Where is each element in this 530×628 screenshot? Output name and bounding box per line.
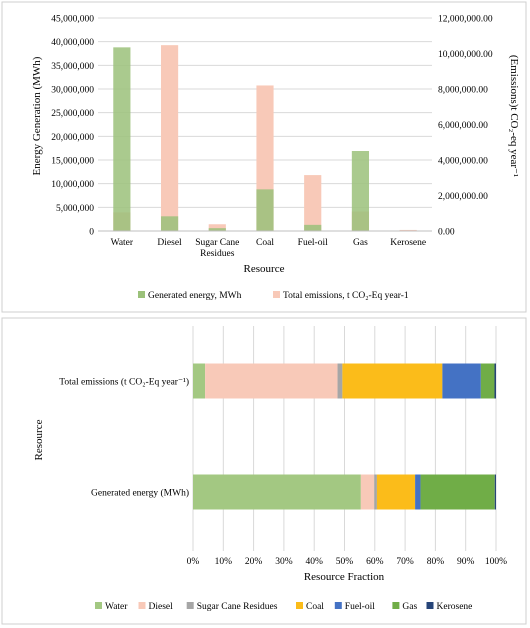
chart1-x-axis-label: Resource bbox=[244, 263, 285, 275]
segment-diesel-energy bbox=[360, 474, 375, 510]
y-tick-label: 20,000,000 bbox=[51, 133, 94, 143]
legend-swatch-diesel bbox=[138, 602, 146, 609]
bar-energy-gas bbox=[351, 151, 370, 231]
bar-energy-sugar-cane-residues bbox=[208, 228, 226, 231]
y-tick-label: 25,000,000 bbox=[51, 109, 94, 119]
y2-tick-label: 2,000,000.00 bbox=[438, 192, 488, 202]
y-tick-label: 35,000,000 bbox=[51, 62, 94, 72]
legend-swatch-generated-energy-mwh bbox=[138, 291, 145, 298]
x-tick-label: 10% bbox=[215, 557, 233, 567]
segment-sugar-cane-residues-emissions bbox=[337, 363, 343, 399]
bar-emissions-diesel bbox=[160, 45, 179, 231]
legend-label: Total emissions, t CO₂-Eq year-1 bbox=[283, 291, 409, 301]
legend-swatch-fuel-oil bbox=[334, 602, 342, 609]
y-tick-label: 45,000,000 bbox=[51, 15, 94, 25]
legend-swatch-sugar-cane-residues bbox=[186, 602, 194, 609]
y-tick-label: 40,000,000 bbox=[51, 38, 94, 48]
x-tick-label: 50% bbox=[336, 557, 354, 567]
legend-swatch-total-emissions-t-co-eq-year-1 bbox=[273, 291, 280, 298]
bar-emissions-sugar-cane-residues bbox=[208, 224, 226, 231]
y-tick-label: 5,000,000 bbox=[56, 204, 94, 214]
x-tick-label: Diesel bbox=[157, 238, 182, 248]
segment-diesel-emissions bbox=[205, 363, 338, 399]
chart1-bars bbox=[113, 45, 417, 232]
bar-energy-diesel bbox=[160, 216, 179, 231]
bar-energy-water bbox=[113, 47, 131, 232]
x-tick-label: 90% bbox=[457, 557, 475, 567]
segment-water-emissions bbox=[193, 363, 206, 399]
y2-tick-label: 4,000,000.00 bbox=[438, 157, 488, 167]
segment-water-energy bbox=[193, 474, 361, 510]
x-tick-label: 60% bbox=[366, 557, 384, 567]
chart2-y-axis-label: Resource bbox=[33, 419, 45, 460]
y-tick-label: 10,000,000 bbox=[51, 180, 94, 190]
bar-emissions-fuel-oil bbox=[304, 175, 322, 231]
x-tick-label: 30% bbox=[275, 557, 293, 567]
x-tick-label: 100% bbox=[485, 557, 507, 567]
segment-sugar-cane-residues-energy bbox=[374, 474, 377, 510]
legend-label: Diesel bbox=[149, 602, 174, 612]
segment-gas-energy bbox=[420, 474, 495, 510]
x-tick-label: Water bbox=[111, 238, 134, 248]
y-tick-label: Total emissions (t CO₂-Eq year⁻¹) bbox=[59, 377, 189, 388]
x-tick-label: 80% bbox=[427, 557, 445, 567]
chart2-legend: Water Diesel Sugar Cane Residues Coal Fuel-o… bbox=[95, 602, 472, 612]
x-tick-label: Fuel-oil bbox=[298, 238, 328, 248]
legend-label: Fuel-oil bbox=[345, 602, 375, 612]
x-tick-label: 40% bbox=[305, 557, 323, 567]
segment-coal-energy bbox=[376, 474, 416, 510]
bar-energy-coal bbox=[256, 189, 274, 231]
chart1-y2-axis-label: (Emissions)t CO₂-eq year⁻¹ bbox=[508, 55, 520, 177]
segment-fuel-oil-emissions bbox=[442, 363, 481, 399]
y-tick-label: 0 bbox=[89, 228, 94, 238]
legend-swatch-kerosene bbox=[426, 602, 434, 609]
legend-label: Generated energy, MWh bbox=[148, 291, 242, 301]
chart1-legend: Generated energy, MWh Total emissions, t … bbox=[138, 291, 409, 301]
segment-kerosene-emissions bbox=[494, 363, 496, 399]
bar-energy-fuel-oil bbox=[304, 224, 322, 231]
chart2-bars bbox=[193, 363, 496, 510]
chart1-y-axis-label: Energy Generation (MWh) bbox=[31, 56, 43, 175]
chart2-x-axis-label: Resource Fraction bbox=[304, 571, 385, 583]
x-tick-label: Sugar Cane Residues bbox=[195, 238, 239, 259]
segment-coal-emissions bbox=[342, 363, 443, 399]
y-tick-label: 15,000,000 bbox=[51, 157, 94, 167]
y-tick-label: 30,000,000 bbox=[51, 86, 94, 96]
legend-label: Gas bbox=[402, 602, 417, 612]
y2-tick-label: 0.00 bbox=[438, 228, 455, 238]
x-tick-label: Coal bbox=[256, 238, 274, 248]
x-tick-label: 20% bbox=[245, 557, 263, 567]
legend-label: Sugar Cane Residues bbox=[197, 602, 278, 612]
legend-label: Water bbox=[105, 602, 128, 612]
x-tick-label: 0% bbox=[187, 557, 200, 567]
y2-tick-label: 8,000,000.00 bbox=[438, 86, 488, 96]
x-tick-label: Gas bbox=[353, 238, 368, 248]
y2-tick-label: 6,000,000.00 bbox=[438, 121, 488, 131]
chart2-labels: 0% 10% 20% 30% 40% 50% 60% 70% 80% 90% 100% Total e… bbox=[59, 377, 507, 568]
segment-fuel-oil-energy bbox=[415, 474, 421, 510]
legend-swatch-coal bbox=[296, 602, 303, 609]
x-tick-label: 70% bbox=[396, 557, 414, 567]
legend-swatch-water bbox=[95, 602, 102, 609]
segment-kerosene-energy bbox=[494, 474, 496, 510]
y2-tick-label: 12,000,000.00 bbox=[438, 15, 493, 25]
y2-tick-label: 10,000,000.00 bbox=[438, 50, 493, 60]
legend-label: Coal bbox=[306, 602, 324, 612]
chart1-labels: 0 5,000,000 10,000,000 15,000,000 20,000,000… bbox=[51, 15, 493, 260]
y-tick-label: Generated energy (MWh) bbox=[91, 488, 189, 499]
legend-swatch-gas bbox=[392, 602, 400, 609]
segment-gas-emissions bbox=[480, 363, 495, 399]
bar-emissions-kerosene bbox=[399, 229, 417, 231]
x-tick-label: Kerosene bbox=[390, 238, 426, 248]
legend-label: Kerosene bbox=[437, 602, 473, 612]
